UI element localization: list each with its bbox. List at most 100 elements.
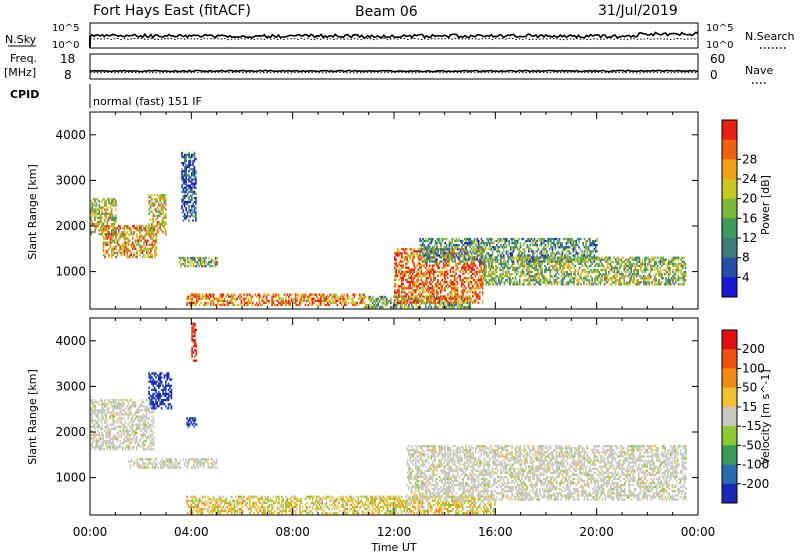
power-cell	[443, 248, 445, 251]
power-cell	[683, 273, 685, 276]
power-cell	[113, 218, 116, 221]
power-cell	[406, 299, 409, 302]
power-cell	[313, 293, 315, 296]
power-cell	[455, 301, 457, 304]
power-cell	[143, 247, 145, 250]
power-cell	[140, 247, 142, 250]
power-cell	[129, 249, 131, 252]
power-cell	[511, 283, 514, 286]
power-cell	[659, 270, 662, 274]
power-cell	[412, 299, 414, 303]
power-cell	[441, 256, 444, 259]
power-cell	[468, 239, 470, 243]
power-cell	[407, 254, 410, 257]
power-cell	[476, 239, 479, 243]
power-cell	[281, 303, 283, 307]
power-cell	[572, 242, 575, 245]
power-cell	[528, 273, 531, 276]
power-cell	[122, 249, 124, 252]
velocity-cell	[90, 437, 92, 441]
power-cell	[119, 247, 121, 250]
power-cell	[504, 239, 506, 243]
power-cell	[477, 285, 480, 288]
velocity-cell	[120, 405, 123, 408]
power-cell	[191, 198, 193, 202]
velocity-cell	[92, 425, 95, 428]
power-cell	[480, 270, 482, 273]
power-cell	[496, 260, 499, 263]
power-cell	[584, 268, 586, 272]
power-cell	[346, 293, 349, 296]
power-cell	[143, 237, 145, 240]
power-cell	[193, 151, 196, 154]
power-cell	[430, 270, 432, 273]
power-cell	[129, 239, 131, 242]
power-cell	[627, 281, 630, 284]
power-cell	[102, 231, 105, 234]
power-cell	[212, 295, 215, 298]
power-cell	[651, 268, 653, 272]
power-cell	[638, 275, 641, 278]
velocity-cell	[94, 405, 96, 408]
power-cell	[599, 279, 602, 282]
power-cell	[645, 283, 648, 286]
power-cell	[365, 304, 367, 307]
power-cell	[440, 295, 442, 298]
power-cell	[390, 301, 392, 305]
power-cell	[488, 270, 490, 274]
power-cell	[138, 249, 141, 252]
power-cell	[606, 262, 609, 265]
power-cell	[563, 273, 566, 276]
velocity-cell	[105, 413, 107, 416]
velocity-cell	[105, 403, 107, 406]
power-cell	[512, 250, 515, 253]
power-cell	[524, 258, 527, 261]
power-cell	[669, 260, 671, 263]
power-cell	[294, 303, 297, 307]
power-cell	[409, 285, 411, 288]
power-cell	[95, 210, 98, 213]
velocity-cell	[108, 444, 110, 447]
power-cell	[188, 190, 190, 193]
power-cell	[485, 281, 488, 284]
power-cell	[190, 297, 192, 300]
power-cell	[596, 237, 598, 241]
power-cell	[249, 301, 251, 304]
power-cell	[417, 254, 420, 257]
power-cell	[627, 275, 630, 278]
power-cell	[631, 258, 634, 261]
power-cell	[138, 239, 141, 242]
power-cell	[479, 264, 481, 267]
power-cell	[363, 293, 365, 296]
power-cell	[283, 301, 286, 304]
power-cell	[479, 297, 481, 300]
power-cell	[673, 277, 676, 280]
power-cell	[165, 194, 167, 197]
velocity-cell	[120, 413, 123, 416]
power-cell	[514, 277, 517, 280]
power-cell	[684, 262, 687, 265]
power-cell	[477, 254, 480, 257]
power-cell	[385, 299, 388, 303]
velocity-cell	[113, 403, 116, 406]
power-cell	[490, 248, 492, 251]
power-cell	[445, 250, 448, 253]
power-cell	[156, 198, 159, 201]
power-cell	[499, 262, 501, 265]
power-cell	[123, 253, 126, 257]
power-cell	[190, 295, 192, 298]
power-cell	[197, 297, 199, 300]
power-cell	[473, 258, 475, 261]
power-cell	[486, 252, 488, 255]
power-cell	[229, 301, 232, 304]
power-cell	[457, 239, 459, 243]
power-cell	[544, 277, 546, 280]
power-cell	[527, 279, 529, 282]
power-cell	[684, 279, 687, 282]
power-cell	[210, 258, 213, 262]
power-cell	[445, 246, 448, 249]
power-cell	[111, 237, 113, 240]
power-cell	[192, 215, 194, 218]
power-cell	[123, 229, 126, 232]
power-cell	[596, 239, 598, 243]
